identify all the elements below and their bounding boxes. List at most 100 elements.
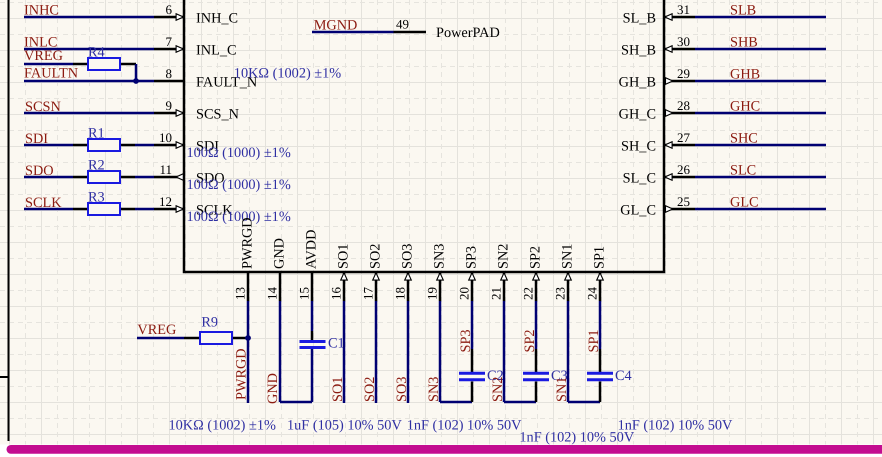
svg-text:SP1: SP1 xyxy=(586,329,602,352)
svg-text:GH_B: GH_B xyxy=(619,75,656,91)
svg-text:6: 6 xyxy=(166,2,173,17)
svg-text:8: 8 xyxy=(166,66,173,81)
svg-text:1nF (102) 10% 50V: 1nF (102) 10% 50V xyxy=(407,418,522,434)
svg-text:C2: C2 xyxy=(487,368,504,384)
svg-text:R1: R1 xyxy=(88,126,105,142)
svg-text:SP1: SP1 xyxy=(592,246,608,269)
svg-text:17: 17 xyxy=(361,287,376,301)
svg-text:C1: C1 xyxy=(328,336,345,352)
svg-text:SDI: SDI xyxy=(196,139,219,155)
svg-text:100Ω (1000) ±1%: 100Ω (1000) ±1% xyxy=(187,209,291,225)
svg-text:12: 12 xyxy=(159,194,172,209)
svg-text:MGND: MGND xyxy=(314,18,358,34)
svg-text:SN3: SN3 xyxy=(426,377,442,402)
svg-text:13: 13 xyxy=(233,287,248,300)
svg-text:SO2: SO2 xyxy=(362,377,378,402)
svg-text:30: 30 xyxy=(677,34,690,49)
svg-text:R9: R9 xyxy=(201,315,218,331)
svg-text:SDI: SDI xyxy=(25,131,48,147)
svg-text:11: 11 xyxy=(159,162,172,177)
svg-text:21: 21 xyxy=(489,287,504,300)
svg-text:SP3: SP3 xyxy=(464,246,480,269)
svg-text:GH_C: GH_C xyxy=(619,107,656,123)
svg-text:FAULT_N: FAULT_N xyxy=(196,75,257,91)
svg-text:7: 7 xyxy=(166,34,173,49)
svg-text:VREG: VREG xyxy=(24,48,63,64)
svg-text:SN1: SN1 xyxy=(554,377,570,402)
svg-text:31: 31 xyxy=(677,2,690,17)
svg-text:100Ω (1000) ±1%: 100Ω (1000) ±1% xyxy=(187,145,291,161)
svg-text:22: 22 xyxy=(521,287,536,300)
svg-text:18: 18 xyxy=(393,287,408,300)
svg-text:R4: R4 xyxy=(88,45,105,61)
svg-text:SN2: SN2 xyxy=(496,244,512,269)
svg-text:INHC: INHC xyxy=(24,3,59,19)
svg-text:23: 23 xyxy=(553,287,568,300)
svg-text:1uF (105) 10% 50V: 1uF (105) 10% 50V xyxy=(287,418,402,434)
svg-text:SCSN: SCSN xyxy=(25,99,61,115)
svg-text:R3: R3 xyxy=(88,190,105,206)
svg-text:SCLK: SCLK xyxy=(196,203,233,219)
svg-text:SL_B: SL_B xyxy=(623,11,656,27)
svg-text:SCS_N: SCS_N xyxy=(196,107,239,123)
svg-text:49: 49 xyxy=(396,17,409,32)
svg-text:28: 28 xyxy=(677,98,690,113)
svg-text:15: 15 xyxy=(297,287,312,300)
svg-text:C4: C4 xyxy=(615,368,632,384)
svg-text:24: 24 xyxy=(585,287,600,301)
svg-text:SLB: SLB xyxy=(730,3,756,19)
svg-text:SCLK: SCLK xyxy=(25,195,62,211)
svg-text:GLC: GLC xyxy=(730,195,759,211)
svg-text:1nF (102) 10% 50V: 1nF (102) 10% 50V xyxy=(519,430,634,446)
svg-text:SO1: SO1 xyxy=(336,244,352,269)
svg-text:SO3: SO3 xyxy=(394,377,410,402)
svg-text:SP2: SP2 xyxy=(528,246,544,269)
svg-text:FAULTN: FAULTN xyxy=(24,66,78,82)
svg-text:SHC: SHC xyxy=(730,131,758,147)
svg-text:AVDD: AVDD xyxy=(304,230,320,269)
svg-text:GL_C: GL_C xyxy=(620,203,656,219)
svg-text:SP2: SP2 xyxy=(522,329,538,352)
svg-text:SLC: SLC xyxy=(730,163,756,179)
svg-text:GHC: GHC xyxy=(730,99,760,115)
svg-text:C3: C3 xyxy=(551,368,568,384)
svg-text:19: 19 xyxy=(425,287,440,300)
svg-text:SDO: SDO xyxy=(25,163,54,179)
svg-text:9: 9 xyxy=(166,98,173,113)
svg-text:INH_C: INH_C xyxy=(196,11,238,27)
svg-text:PWRGD: PWRGD xyxy=(240,217,256,269)
svg-text:100Ω (1000) ±1%: 100Ω (1000) ±1% xyxy=(187,177,291,193)
svg-text:R2: R2 xyxy=(88,158,105,174)
svg-text:16: 16 xyxy=(329,287,344,301)
svg-text:26: 26 xyxy=(677,162,691,177)
svg-text:14: 14 xyxy=(265,287,280,301)
svg-text:VREG: VREG xyxy=(137,322,176,338)
svg-text:SH_C: SH_C xyxy=(621,139,656,155)
svg-text:10KΩ (1002) ±1%: 10KΩ (1002) ±1% xyxy=(169,418,277,434)
svg-text:SN3: SN3 xyxy=(432,244,448,269)
svg-text:SP3: SP3 xyxy=(458,329,474,352)
svg-text:20: 20 xyxy=(457,287,472,300)
svg-text:PowerPAD: PowerPAD xyxy=(436,25,500,41)
svg-text:SO2: SO2 xyxy=(368,244,384,269)
svg-text:SDO: SDO xyxy=(196,171,225,187)
svg-text:25: 25 xyxy=(677,194,690,209)
svg-text:29: 29 xyxy=(677,66,690,81)
svg-text:GHB: GHB xyxy=(730,67,760,83)
svg-text:SN1: SN1 xyxy=(560,244,576,269)
svg-text:PWRGD: PWRGD xyxy=(234,348,250,400)
svg-text:SN2: SN2 xyxy=(490,377,506,402)
svg-text:INLC: INLC xyxy=(24,35,57,51)
svg-text:1nF (102) 10% 50V: 1nF (102) 10% 50V xyxy=(618,418,733,434)
svg-text:27: 27 xyxy=(677,130,691,145)
svg-text:SO3: SO3 xyxy=(400,244,416,269)
svg-text:10: 10 xyxy=(159,130,172,145)
svg-text:SO1: SO1 xyxy=(330,377,346,402)
svg-text:SHB: SHB xyxy=(730,35,758,51)
svg-text:INL_C: INL_C xyxy=(196,43,237,59)
svg-text:GND: GND xyxy=(272,238,288,269)
svg-text:GND: GND xyxy=(265,373,281,404)
svg-text:10KΩ (1002) ±1%: 10KΩ (1002) ±1% xyxy=(234,66,342,82)
svg-text:SH_B: SH_B xyxy=(621,43,656,59)
svg-text:SL_C: SL_C xyxy=(623,171,656,187)
